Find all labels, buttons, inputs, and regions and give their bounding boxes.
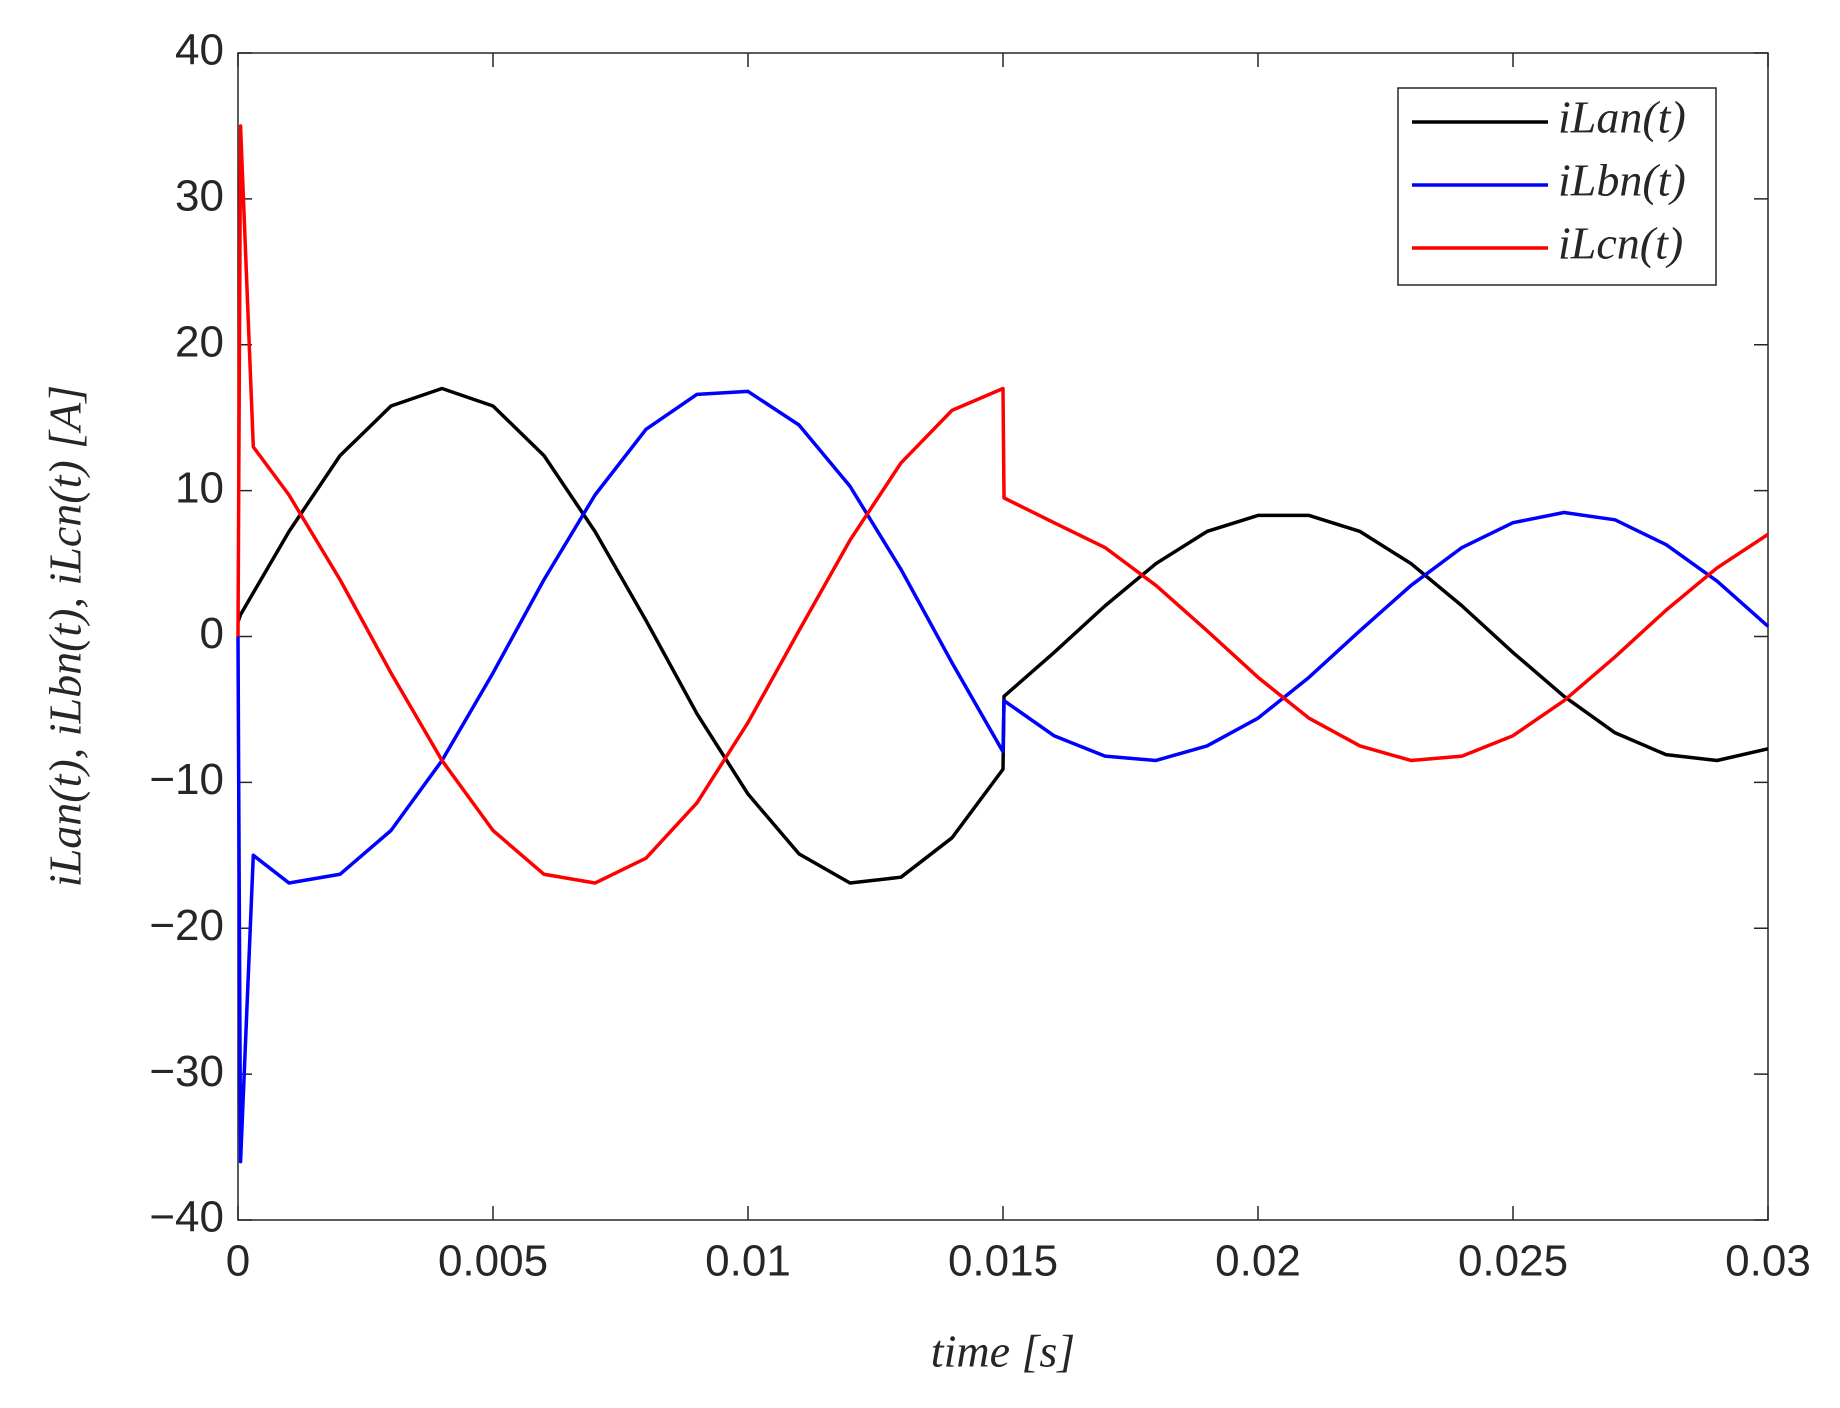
legend-label: iLcn(t) [1558,218,1683,269]
y-tick-label: −10 [149,755,224,804]
x-tick-label: 0.015 [948,1237,1058,1286]
series-line [236,389,1770,1164]
legend-label: iLbn(t) [1558,155,1686,206]
y-tick-label: 20 [175,317,224,366]
x-tick-label: 0.01 [705,1237,791,1286]
y-tick-label: 10 [175,463,224,512]
series-line [236,386,1769,885]
x-tick-label: 0.02 [1215,1237,1301,1286]
series-line [236,124,1769,885]
y-tick-label: 30 [175,172,224,221]
y-tick-label: 40 [175,26,224,75]
y-axis-label: iLan(t), iLbn(t), iLcn(t) [A] [40,385,91,887]
legend-label: iLan(t) [1558,92,1686,143]
x-tick-label: 0 [226,1237,250,1286]
y-tick-label: −20 [149,901,224,950]
x-tick-label: 0.03 [1725,1237,1811,1286]
y-tick-label: −40 [149,1193,224,1242]
x-tick-label: 0.025 [1458,1237,1568,1286]
x-axis-label: time [s] [931,1326,1075,1377]
x-tick-label: 0.005 [438,1237,548,1286]
y-tick-label: −30 [149,1047,224,1096]
y-tick-label: 0 [200,609,224,658]
